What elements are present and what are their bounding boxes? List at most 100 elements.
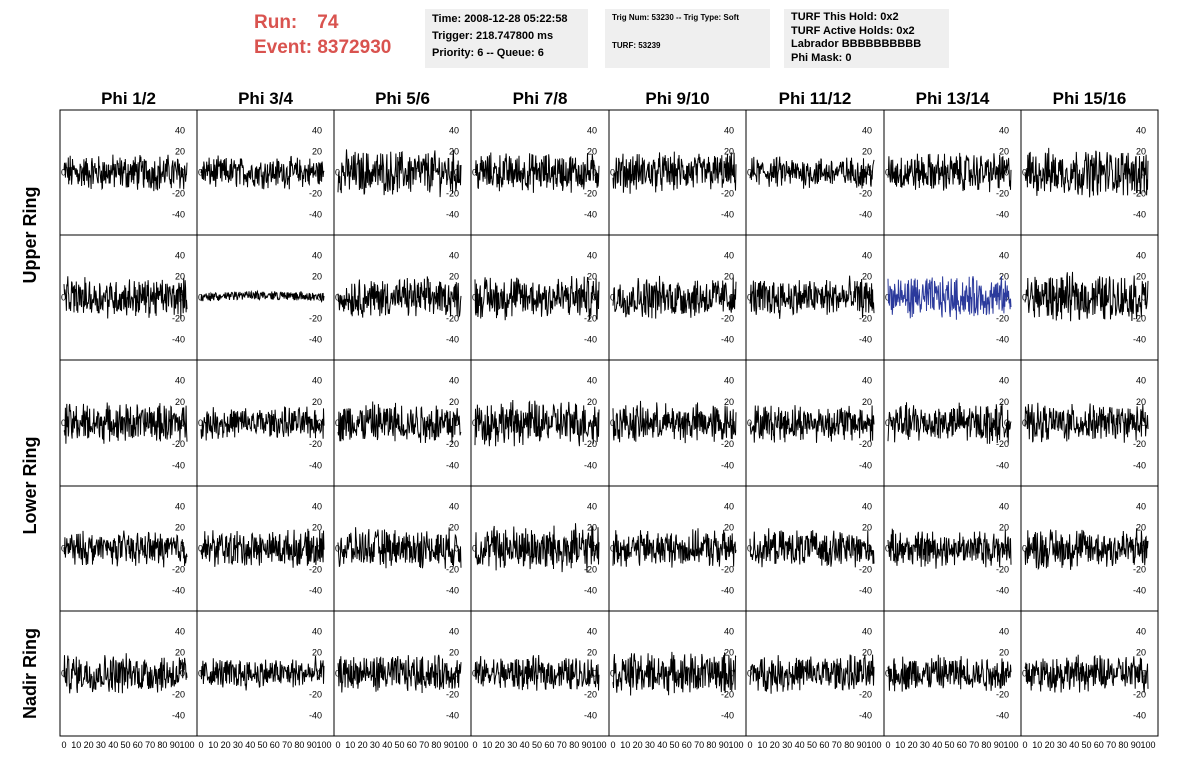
y-tick-label: -40: [584, 711, 597, 721]
y-tick-label-left: 0: [610, 669, 615, 679]
y-tick-label: -20: [721, 690, 734, 700]
y-tick-label: 20: [449, 648, 459, 658]
y-tick-label-left: 0: [61, 418, 66, 428]
y-tick-label: 20: [312, 648, 322, 658]
column-title: Phi 7/8: [513, 89, 568, 108]
x-tick-label: 50: [532, 740, 542, 750]
y-tick-label: 20: [175, 147, 185, 157]
waveform-trace: [474, 399, 600, 447]
y-tick-label: -40: [309, 586, 322, 596]
waveform-trace: [63, 402, 188, 444]
y-tick-label-left: 0: [1022, 168, 1027, 178]
y-tick-label: 40: [312, 502, 322, 512]
y-tick-label: -40: [584, 335, 597, 345]
y-tick-label: 20: [724, 147, 734, 157]
x-tick-label: 70: [694, 740, 704, 750]
waveform-trace: [749, 528, 875, 568]
y-tick-label: -20: [721, 439, 734, 449]
y-tick-label-left: 0: [610, 418, 615, 428]
x-tick-label: 40: [1069, 740, 1079, 750]
y-tick-label: -40: [859, 711, 872, 721]
waveform-trace: [337, 149, 462, 198]
x-tick-label: 90: [857, 740, 867, 750]
y-tick-label-left: 0: [610, 168, 615, 178]
y-tick-label: 40: [312, 376, 322, 386]
x-tick-label: 10: [1032, 740, 1042, 750]
y-tick-label-left: 0: [1022, 418, 1027, 428]
y-tick-label: 40: [724, 627, 734, 637]
y-tick-label: -40: [1133, 460, 1146, 470]
y-tick-label: 20: [1136, 147, 1146, 157]
y-tick-label: 40: [175, 502, 185, 512]
y-tick-label: 0: [592, 669, 597, 679]
x-tick-label: 40: [382, 740, 392, 750]
y-tick-label-left: 0: [885, 418, 890, 428]
x-tick-label: 30: [233, 740, 243, 750]
waveform-trace: [1024, 654, 1149, 693]
y-tick-label: -20: [721, 565, 734, 575]
x-tick-label: 70: [1106, 740, 1116, 750]
x-tick-label: 10: [71, 740, 81, 750]
y-tick-label: -20: [172, 189, 185, 199]
waveform-trace: [63, 276, 188, 319]
x-tick-label: 100: [591, 740, 606, 750]
trigger-text: Trigger: 218.747800 ms: [432, 30, 554, 42]
run-label: Run:: [254, 12, 298, 33]
y-tick-label: -20: [309, 690, 322, 700]
x-tick-label: 20: [358, 740, 368, 750]
time-text: Time: 2008-12-28 05:22:58: [432, 13, 568, 25]
turf-info-box: TURF This Hold: 0x2 TURF Active Holds: 0…: [784, 9, 949, 68]
x-tick-label: 10: [757, 740, 767, 750]
waveform-trace: [337, 654, 462, 694]
y-tick-label: 20: [449, 272, 459, 282]
y-tick-label: -40: [1133, 586, 1146, 596]
column-title: Phi 1/2: [101, 89, 156, 108]
x-tick-label: 30: [507, 740, 517, 750]
y-tick-label: -40: [721, 586, 734, 596]
y-tick-label: 20: [1136, 272, 1146, 282]
y-tick-label: 40: [312, 251, 322, 261]
x-tick-label: 50: [669, 740, 679, 750]
y-tick-label: -40: [309, 711, 322, 721]
y-tick-label-left: 0: [1022, 669, 1027, 679]
waveform-trace: [612, 400, 737, 444]
x-tick-label: 40: [932, 740, 942, 750]
turf-text: TURF: 53239: [612, 41, 661, 50]
x-tick-label: 80: [706, 740, 716, 750]
column-title: Phi 5/6: [375, 89, 430, 108]
x-tick-label: 100: [728, 740, 743, 750]
y-tick-label: 20: [175, 523, 185, 533]
y-tick-label: 20: [999, 272, 1009, 282]
y-tick-label: -20: [859, 439, 872, 449]
waveform-trace: [474, 152, 600, 193]
y-tick-label: -40: [1133, 210, 1146, 220]
y-tick-label: 20: [587, 397, 597, 407]
y-tick-label: -40: [996, 711, 1009, 721]
x-tick-label: 10: [482, 740, 492, 750]
x-tick-label: 70: [557, 740, 567, 750]
y-tick-label: -20: [996, 189, 1009, 199]
x-tick-label: 0: [1022, 740, 1027, 750]
y-tick-label: -20: [859, 189, 872, 199]
y-tick-label: -40: [172, 335, 185, 345]
waveform-trace: [749, 156, 875, 189]
x-tick-label: 60: [407, 740, 417, 750]
x-tick-label: 80: [431, 740, 441, 750]
waveform-trace: [1024, 402, 1149, 443]
y-tick-label: -20: [1133, 565, 1146, 575]
y-tick-label: 40: [999, 502, 1009, 512]
y-tick-label: 40: [449, 502, 459, 512]
y-tick-label: 20: [175, 648, 185, 658]
y-tick-label: 20: [999, 147, 1009, 157]
waveform-trace: [200, 155, 325, 190]
waveform-trace: [1024, 271, 1149, 322]
x-tick-label: 90: [444, 740, 454, 750]
y-tick-label: -20: [584, 690, 597, 700]
x-tick-label: 100: [179, 740, 194, 750]
y-tick-label: -40: [446, 335, 459, 345]
y-tick-label: 0: [454, 669, 459, 679]
y-tick-label: -20: [859, 565, 872, 575]
x-tick-label: 90: [994, 740, 1004, 750]
x-tick-label: 80: [981, 740, 991, 750]
y-tick-label: 40: [1136, 126, 1146, 136]
